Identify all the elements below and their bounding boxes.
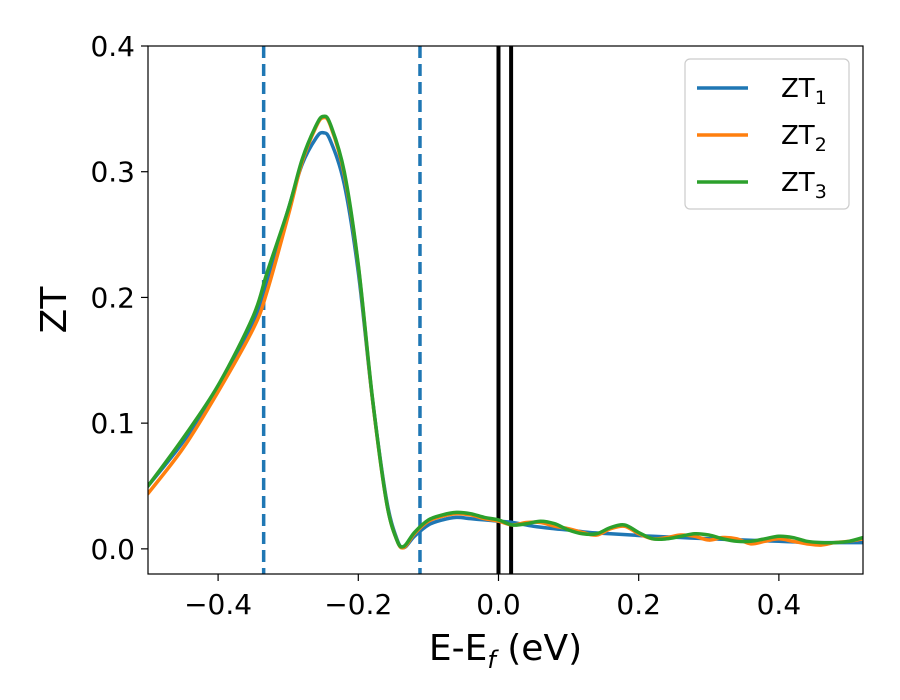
x-tick-label: 0.2: [616, 588, 661, 621]
series-lines: [148, 114, 863, 550]
legend-label-zt3: ZT3: [781, 168, 827, 203]
y-tick-label: 0.2: [90, 281, 135, 314]
axes-frame: [147, 45, 864, 575]
y-axis-ticks: 0.0 0.1 0.2 0.3 0.4: [90, 30, 148, 566]
series-line-zt3: [148, 114, 863, 549]
y-tick-label: 0.0: [90, 533, 135, 566]
y-axis-label: ZT: [34, 286, 75, 334]
legend: ZT1 ZT2 ZT3: [684, 58, 850, 210]
y-tick-label: 0.4: [90, 30, 135, 63]
x-tick-label: −0.2: [324, 588, 392, 621]
y-tick-label: 0.3: [90, 156, 135, 189]
x-tick-label: 0.4: [757, 588, 802, 621]
y-tick-label: 0.1: [90, 407, 135, 440]
vertical-reference-lines: [261, 46, 514, 574]
x-tick-label: −0.4: [184, 588, 252, 621]
legend-box: [684, 58, 850, 210]
x-tick-label: 0.0: [476, 588, 521, 621]
x-axis-ticks: −0.4 −0.2 0.0 0.2 0.4: [184, 574, 801, 621]
legend-label-zt2: ZT2: [781, 121, 827, 156]
x-axis-label: E-Ef (eV): [429, 628, 582, 674]
legend-label-zt1: ZT1: [781, 74, 827, 109]
